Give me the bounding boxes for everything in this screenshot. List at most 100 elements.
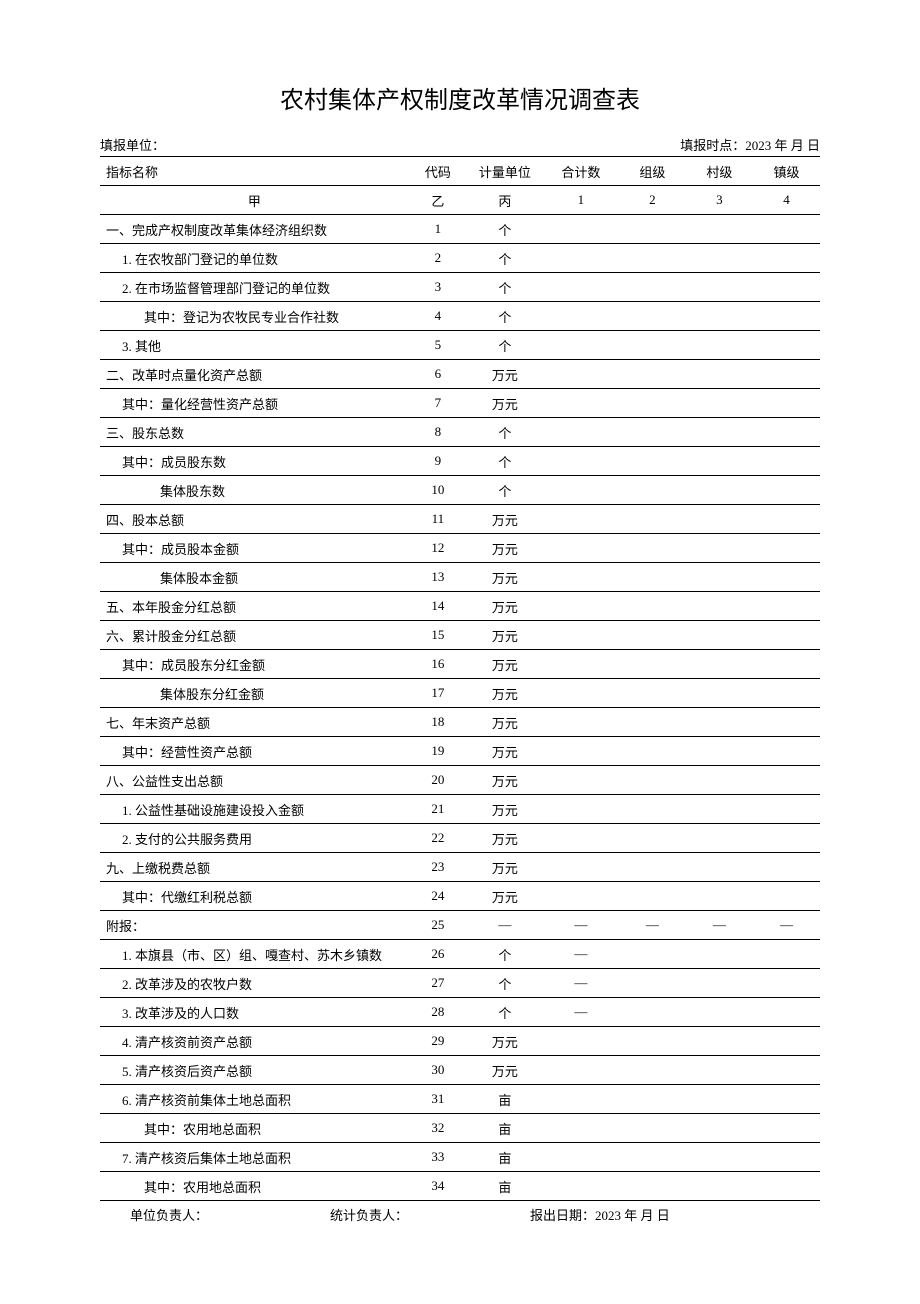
cell-total bbox=[543, 1085, 619, 1114]
cell-village bbox=[686, 1027, 753, 1056]
cell-town bbox=[753, 998, 820, 1027]
table-row: 二、改革时点量化资产总额6万元 bbox=[100, 360, 820, 389]
cell-village bbox=[686, 998, 753, 1027]
cell-name: 1. 本旗县（市、区）组、嘎查村、苏木乡镇数 bbox=[100, 940, 409, 969]
cell-unit: 亩 bbox=[467, 1172, 543, 1201]
cell-group bbox=[619, 1143, 686, 1172]
cell-group bbox=[619, 592, 686, 621]
cell-town bbox=[753, 534, 820, 563]
cell-total bbox=[543, 447, 619, 476]
cell-town bbox=[753, 273, 820, 302]
table-row: 2. 支付的公共服务费用22万元 bbox=[100, 824, 820, 853]
cell-group bbox=[619, 795, 686, 824]
header-code: 代码 bbox=[409, 157, 467, 186]
cell-code: 3 bbox=[409, 273, 467, 302]
cell-unit: 万元 bbox=[467, 882, 543, 911]
cell-unit: 个 bbox=[467, 215, 543, 244]
cell-name: 2. 支付的公共服务费用 bbox=[100, 824, 409, 853]
cell-code: 18 bbox=[409, 708, 467, 737]
cell-total bbox=[543, 244, 619, 273]
cell-name: 其中：成员股东数 bbox=[100, 447, 409, 476]
cell-total bbox=[543, 1056, 619, 1085]
cell-village bbox=[686, 389, 753, 418]
table-row: 其中：量化经营性资产总额7万元 bbox=[100, 389, 820, 418]
cell-code: 29 bbox=[409, 1027, 467, 1056]
table-row: 其中：成员股本金额12万元 bbox=[100, 534, 820, 563]
cell-town bbox=[753, 737, 820, 766]
cell-town bbox=[753, 244, 820, 273]
cell-group bbox=[619, 331, 686, 360]
cell-group bbox=[619, 273, 686, 302]
cell-total: — bbox=[543, 969, 619, 998]
cell-unit: 个 bbox=[467, 447, 543, 476]
cell-name: 7. 清产核资后集体土地总面积 bbox=[100, 1143, 409, 1172]
cell-unit: 万元 bbox=[467, 766, 543, 795]
cell-code: 23 bbox=[409, 853, 467, 882]
cell-group bbox=[619, 679, 686, 708]
cell-group: — bbox=[619, 911, 686, 940]
cell-group bbox=[619, 621, 686, 650]
cell-unit: 个 bbox=[467, 273, 543, 302]
cell-town bbox=[753, 418, 820, 447]
cell-name: 5. 清产核资后资产总额 bbox=[100, 1056, 409, 1085]
cell-code: 8 bbox=[409, 418, 467, 447]
cell-unit: 个 bbox=[467, 302, 543, 331]
cell-group bbox=[619, 940, 686, 969]
cell-unit: 万元 bbox=[467, 708, 543, 737]
cell-name: 二、改革时点量化资产总额 bbox=[100, 360, 409, 389]
cell-total bbox=[543, 766, 619, 795]
cell-group bbox=[619, 418, 686, 447]
cell-code: 32 bbox=[409, 1114, 467, 1143]
cell-name: 3. 其他 bbox=[100, 331, 409, 360]
cell-group bbox=[619, 563, 686, 592]
cell-unit: 万元 bbox=[467, 1056, 543, 1085]
cell-total bbox=[543, 331, 619, 360]
cell-group bbox=[619, 302, 686, 331]
survey-table: 指标名称 代码 计量单位 合计数 组级 村级 镇级 甲 乙 丙 1 2 3 4 … bbox=[100, 156, 820, 1201]
table-row: 五、本年股金分红总额14万元 bbox=[100, 592, 820, 621]
cell-code: 1 bbox=[409, 215, 467, 244]
cell-group bbox=[619, 1172, 686, 1201]
cell-code: 21 bbox=[409, 795, 467, 824]
cell-group bbox=[619, 650, 686, 679]
cell-total bbox=[543, 737, 619, 766]
cell-village bbox=[686, 360, 753, 389]
table-row: 1. 在农牧部门登记的单位数2个 bbox=[100, 244, 820, 273]
cell-name: 九、上缴税费总额 bbox=[100, 853, 409, 882]
cell-town bbox=[753, 679, 820, 708]
cell-village bbox=[686, 563, 753, 592]
cell-code: 22 bbox=[409, 824, 467, 853]
cell-unit: 亩 bbox=[467, 1085, 543, 1114]
footer-row: 单位负责人： 统计负责人： 报出日期：2023 年 月 日 bbox=[100, 1205, 820, 1224]
cell-village bbox=[686, 534, 753, 563]
cell-code: 27 bbox=[409, 969, 467, 998]
cell-total bbox=[543, 534, 619, 563]
cell-town bbox=[753, 1172, 820, 1201]
cell-village bbox=[686, 476, 753, 505]
cell-town bbox=[753, 766, 820, 795]
cell-village bbox=[686, 708, 753, 737]
table-row: 一、完成产权制度改革集体经济组织数1个 bbox=[100, 215, 820, 244]
subheader-village: 3 bbox=[686, 186, 753, 215]
header-village: 村级 bbox=[686, 157, 753, 186]
cell-name: 3. 改革涉及的人口数 bbox=[100, 998, 409, 1027]
table-row: 1. 本旗县（市、区）组、嘎查村、苏木乡镇数26个— bbox=[100, 940, 820, 969]
table-row: 三、股东总数8个 bbox=[100, 418, 820, 447]
stat-leader-label: 统计负责人： bbox=[330, 1205, 530, 1224]
cell-total: — bbox=[543, 998, 619, 1027]
cell-name: 其中：代缴红利税总额 bbox=[100, 882, 409, 911]
cell-total bbox=[543, 418, 619, 447]
cell-group bbox=[619, 708, 686, 737]
cell-name: 集体股本金额 bbox=[100, 563, 409, 592]
cell-unit: 万元 bbox=[467, 737, 543, 766]
page-title: 农村集体产权制度改革情况调查表 bbox=[100, 80, 820, 115]
cell-total: — bbox=[543, 940, 619, 969]
cell-town bbox=[753, 621, 820, 650]
cell-village bbox=[686, 244, 753, 273]
cell-unit: 万元 bbox=[467, 360, 543, 389]
cell-village bbox=[686, 882, 753, 911]
cell-code: 19 bbox=[409, 737, 467, 766]
cell-unit: 个 bbox=[467, 331, 543, 360]
table-row: 其中：经营性资产总额19万元 bbox=[100, 737, 820, 766]
table-row: 其中：农用地总面积32亩 bbox=[100, 1114, 820, 1143]
